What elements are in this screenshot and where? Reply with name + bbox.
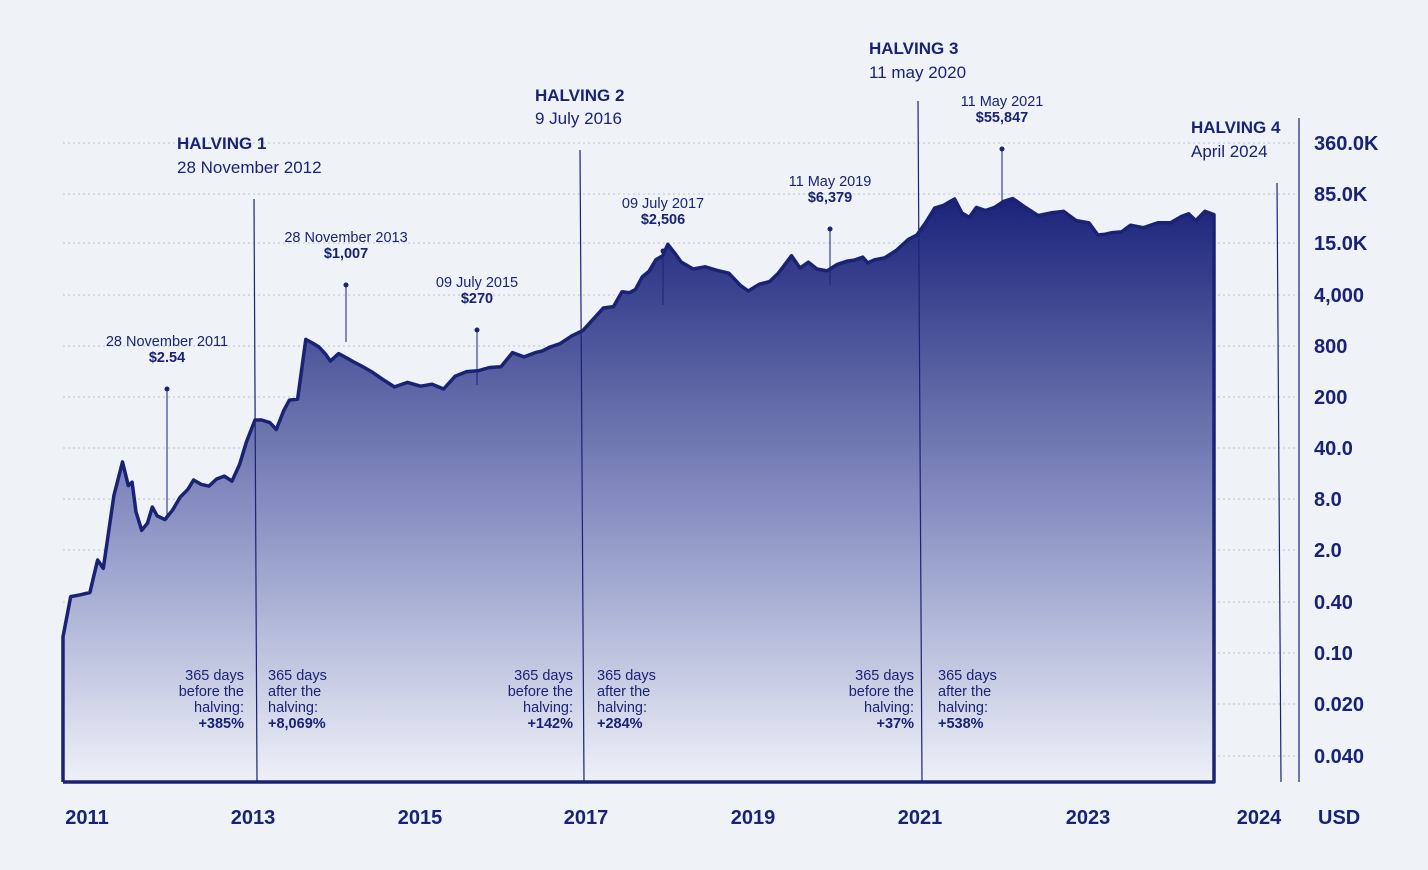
halving-date: April 2024 [1191,142,1268,161]
return-text: after the [268,684,321,700]
y-axis-ticks: 360.0K 85.0K 15.0K 4,000 800 200 40.0 8.0 2.0 0.4… [1314,133,1379,768]
y-tick-label: 360.0K [1314,133,1379,155]
return-text: 365 days [268,668,327,684]
annotation-date: 11 May 2021 [961,94,1044,110]
return-text: halving: [864,700,914,716]
price-area-fill [63,198,1214,782]
x-tick-label: 2023 [1066,807,1111,829]
annotation-date: 09 July 2017 [622,196,704,212]
return-text: 365 days [938,668,997,684]
price-annotations: 28 November 2011$2.54 28 November 2013$1,… [106,94,1044,520]
return-text: halving: [938,700,988,716]
halving-title: HALVING 1 [177,134,266,153]
y-tick-label: 8.0 [1314,489,1342,511]
y-tick-label: 800 [1314,336,1347,358]
y-tick-label: 40.0 [1314,438,1353,460]
annotation-date: 09 July 2015 [436,275,518,291]
x-tick-label: 2021 [898,807,943,829]
annotation-price: $55,847 [976,110,1028,126]
return-value: +385% [198,716,244,732]
y-tick-label: 0.40 [1314,592,1353,614]
y-tick-label: 2.0 [1314,540,1342,562]
x-tick-label: 2024 [1237,807,1282,829]
annotation-price: $2,506 [641,212,685,228]
y-axis-unit-label: USD [1318,807,1360,829]
annotation-pin-dot [474,327,480,333]
x-tick-label: 2019 [731,807,776,829]
y-tick-label: 4,000 [1314,285,1364,307]
return-value: +142% [527,716,573,732]
annotation-date: 28 November 2011 [106,334,228,350]
halving-date: 11 may 2020 [869,63,966,82]
y-tick-label: 200 [1314,387,1347,409]
return-text: before the [849,684,914,700]
annotation-pin-dot [827,226,833,232]
y-tick-label: 15.0K [1314,233,1368,255]
return-text: halving: [523,700,573,716]
annotation-price: $2.54 [149,350,185,366]
return-value: +284% [597,716,643,732]
return-value: +8,069% [268,716,326,732]
x-tick-label: 2013 [231,807,276,829]
annotation-date: 28 November 2013 [284,230,407,246]
halving-title: HALVING 2 [535,86,624,105]
y-tick-label: 0.10 [1314,643,1353,665]
annotation-price: $6,379 [808,190,852,206]
halving-date: 9 July 2016 [535,109,622,128]
price-line [61,196,1216,784]
halving-line [1276,182,1282,783]
halving-title: HALVING 4 [1191,118,1281,137]
return-text: 365 days [597,668,656,684]
annotation-pin-dot [164,386,170,392]
halving-date: 28 November 2012 [177,158,322,177]
halving-line [579,149,585,783]
halving-labels: HALVING 1 28 November 2012 HALVING 2 9 July… [177,39,1281,177]
x-tick-label: 2011 [65,807,108,829]
halving-title: HALVING 3 [869,39,958,58]
annotation-pin-dot [999,146,1005,152]
annotation-price: $270 [461,291,493,307]
return-text: halving: [194,700,244,716]
return-text: after the [938,684,991,700]
x-tick-label: 2017 [564,807,609,829]
annotation-date: 11 May 2019 [789,174,872,190]
halving-lines [253,100,1282,783]
return-text: halving: [268,700,318,716]
price-area [61,196,1216,784]
y-tick-label: 85.0K [1314,184,1368,206]
y-tick-label: 0.020 [1314,694,1364,716]
return-value: +37% [877,716,915,732]
return-text: 365 days [855,668,914,684]
annotation-pin-dot [343,282,349,288]
halving-line [917,100,923,783]
annotation-pin-dot [660,248,666,254]
return-text: halving: [597,700,647,716]
return-text: before the [508,684,573,700]
return-text: before the [179,684,244,700]
y-tick-label: 0.040 [1314,746,1364,768]
annotation-price: $1,007 [324,246,368,262]
return-value: +538% [938,716,984,732]
return-text: 365 days [514,668,573,684]
x-axis-ticks: 2011 2013 2015 2017 2019 2021 2023 2024 [65,807,1282,829]
return-text: after the [597,684,650,700]
halving-line [253,198,258,783]
x-tick-label: 2015 [398,807,443,829]
return-text: 365 days [185,668,244,684]
